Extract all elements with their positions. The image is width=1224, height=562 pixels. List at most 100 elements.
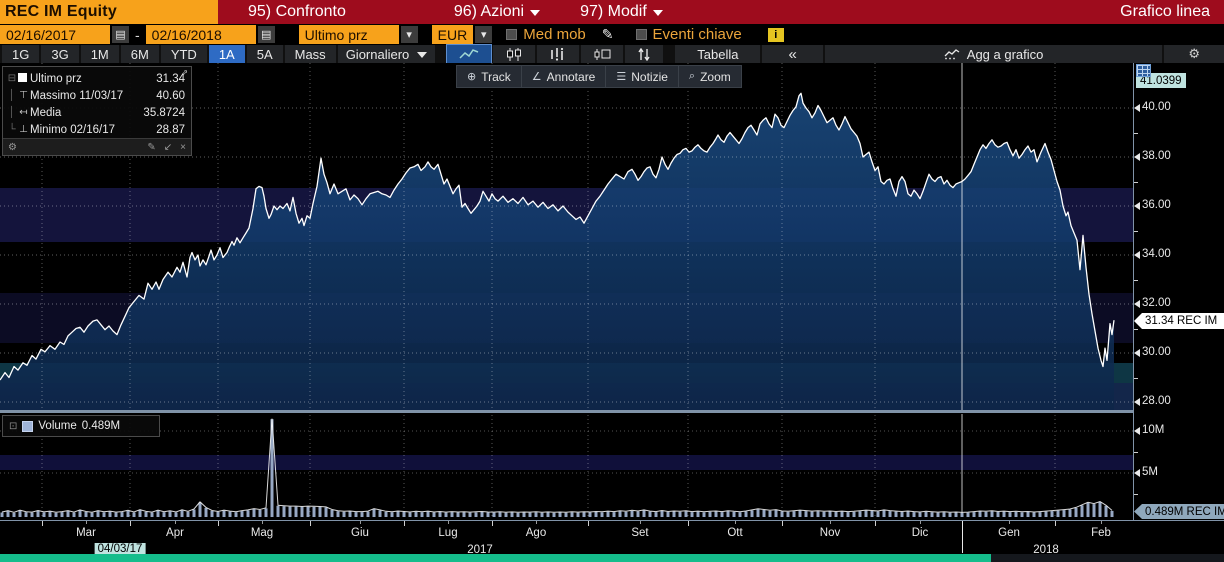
date-to-field[interactable]: 02/16/2018 (145, 25, 256, 44)
menu-modif[interactable]: 97) Modif (580, 3, 663, 21)
volume-bar (102, 512, 106, 517)
range-tab-mass[interactable]: Mass (284, 45, 336, 63)
med-mob-label[interactable]: Med mob (523, 26, 586, 43)
minor-tick (1134, 230, 1138, 232)
candle-window-type-button[interactable] (581, 45, 624, 63)
volume-bar (762, 510, 766, 517)
range-tab-1m[interactable]: 1M (80, 45, 119, 63)
annotate-icon: ∠ (531, 71, 542, 83)
volume-bar (1044, 511, 1048, 517)
currency-selector[interactable]: EUR (431, 25, 474, 44)
period-dropdown[interactable]: Giornaliero (337, 45, 436, 63)
resize-sw-icon[interactable]: ↙ (163, 141, 173, 153)
volume-bar (510, 512, 514, 517)
notizie-button[interactable]: ☰ Notizie (606, 66, 679, 87)
time-scrollbar-fill[interactable] (0, 554, 991, 562)
calendar-icon[interactable]: ▤ (112, 26, 129, 43)
eventi-chiave-checkbox[interactable] (635, 29, 647, 40)
volume-bar (540, 512, 544, 517)
zoom-button[interactable]: ⌕ Zoom (679, 66, 741, 87)
bar-chart-type-button[interactable] (537, 45, 580, 63)
close-icon[interactable]: × (180, 141, 186, 153)
volume-bar (330, 510, 334, 517)
month-label-giu: Giu (351, 527, 369, 539)
time-axis[interactable]: 04/03/17 Mar Apr Mag Giu Lug Ago Set Ott Nov Dic G… (0, 520, 1224, 562)
volume-bar (1020, 512, 1024, 517)
eventi-chiave-label[interactable]: Eventi chiave (652, 26, 742, 43)
volume-bar (636, 511, 640, 517)
axis-tick-arrow-icon (1134, 469, 1140, 477)
table-button[interactable]: Tabella (675, 45, 761, 63)
settings-button[interactable]: ⚙ (1164, 45, 1224, 63)
volume-bar (612, 512, 616, 517)
volume-bar (552, 512, 556, 517)
volume-bar (1008, 512, 1012, 517)
axis-tick-arrow-icon (1134, 300, 1140, 308)
collapse-button[interactable]: « (762, 45, 823, 63)
volume-legend-box[interactable]: ⊡ Volume 0.489M (2, 415, 160, 437)
range-tab-1a[interactable]: 1A (208, 45, 245, 63)
volume-bar (942, 512, 946, 517)
menu-azioni[interactable]: 96) Azioni (454, 3, 541, 21)
med-mob-checkbox[interactable] (506, 29, 518, 40)
legend-row-max[interactable]: │ ⊤ Massimo 11/03/17 40.60 (3, 87, 191, 104)
panel-divider[interactable] (0, 410, 1133, 413)
chevron-down-icon[interactable]: ▾ (400, 26, 418, 43)
annotare-button[interactable]: ∠ Annotare (522, 66, 607, 87)
pin-icon[interactable]: ✎ (147, 141, 156, 153)
volume-bar (420, 512, 424, 517)
legend-row-mean[interactable]: │ ↤ Media 35.8724 (3, 104, 191, 121)
add-to-chart-button[interactable]: Agg a grafico (824, 45, 1163, 63)
volume-bar (246, 510, 250, 517)
axis-minor-tick (448, 521, 449, 524)
track-button[interactable]: ⊕ Track (457, 66, 522, 87)
volume-bar (378, 510, 382, 517)
range-tab-1g[interactable]: 1G (2, 45, 40, 63)
legend-row-min[interactable]: └ ⊥ Minimo 02/16/17 28.87 (3, 121, 191, 138)
volume-bar (642, 510, 646, 517)
restore-panel-icon[interactable] (1136, 64, 1151, 77)
price-field-selector[interactable]: Ultimo prz (298, 25, 399, 44)
sort-arrows-button[interactable] (625, 45, 664, 63)
edit-pencil-icon[interactable]: ✎ (601, 26, 614, 42)
price-legend-box[interactable]: ⇗ ⊟ Ultimo prz 31.34 │ ⊤ Massimo 11/03/1… (2, 66, 192, 156)
calendar-icon[interactable]: ▤ (257, 26, 275, 43)
volume-bar (708, 511, 712, 517)
line-chart-type-button[interactable] (446, 44, 493, 64)
axis-tick (130, 521, 131, 526)
price-volume-chart[interactable] (0, 63, 1133, 520)
volume-bar (222, 510, 226, 517)
price-axis[interactable]: 41.0399 31.34 REC IM 0.489M REC IM 40.00… (1133, 63, 1224, 520)
axis-tick-arrow-icon (1134, 104, 1140, 112)
volume-bar (1014, 511, 1018, 517)
volume-bar (306, 506, 310, 517)
tree-collapse-icon[interactable]: ⊟ (7, 73, 17, 84)
legend-row-last[interactable]: ⊟ Ultimo prz 31.34 (3, 70, 191, 87)
volume-bar (312, 506, 316, 517)
chevron-down-icon[interactable]: ▾ (475, 26, 493, 43)
volume-bar (978, 511, 982, 517)
axis-tick (1055, 521, 1056, 526)
resize-ne-icon[interactable]: ⇗ (181, 68, 188, 77)
range-tab-6m[interactable]: 6M (120, 45, 159, 63)
volume-bar (114, 512, 118, 517)
info-icon[interactable]: i (767, 27, 784, 42)
last-price-tag: 31.34 REC IM (1134, 313, 1224, 329)
range-tab-3g[interactable]: 3G (41, 45, 79, 63)
axis-minor-tick (536, 521, 537, 524)
volume-bar (1110, 510, 1114, 517)
volume-bar (444, 512, 448, 517)
range-tab-5a[interactable]: 5A (246, 45, 283, 63)
max-marker-icon: ⊤ (19, 90, 28, 101)
tree-collapse-icon[interactable]: ⊡ (9, 420, 18, 432)
volume-bar (846, 512, 850, 517)
menu-confronto[interactable]: 95) Confronto (248, 3, 346, 21)
security-ticker[interactable]: REC IM Equity (0, 0, 218, 24)
range-tab-ytd[interactable]: YTD (160, 45, 207, 63)
candle-chart-type-button[interactable] (493, 45, 536, 63)
gear-icon[interactable]: ⚙ (8, 141, 17, 153)
time-scrollbar[interactable] (0, 554, 1224, 562)
date-from-field[interactable]: 02/16/2017 (0, 25, 110, 44)
volume-bar (276, 505, 280, 517)
axis-minor-tick (830, 521, 831, 524)
